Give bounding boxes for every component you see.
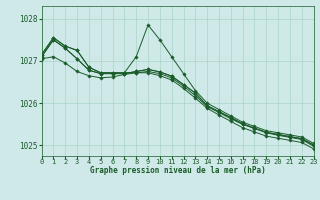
X-axis label: Graphe pression niveau de la mer (hPa): Graphe pression niveau de la mer (hPa) [90, 166, 266, 175]
